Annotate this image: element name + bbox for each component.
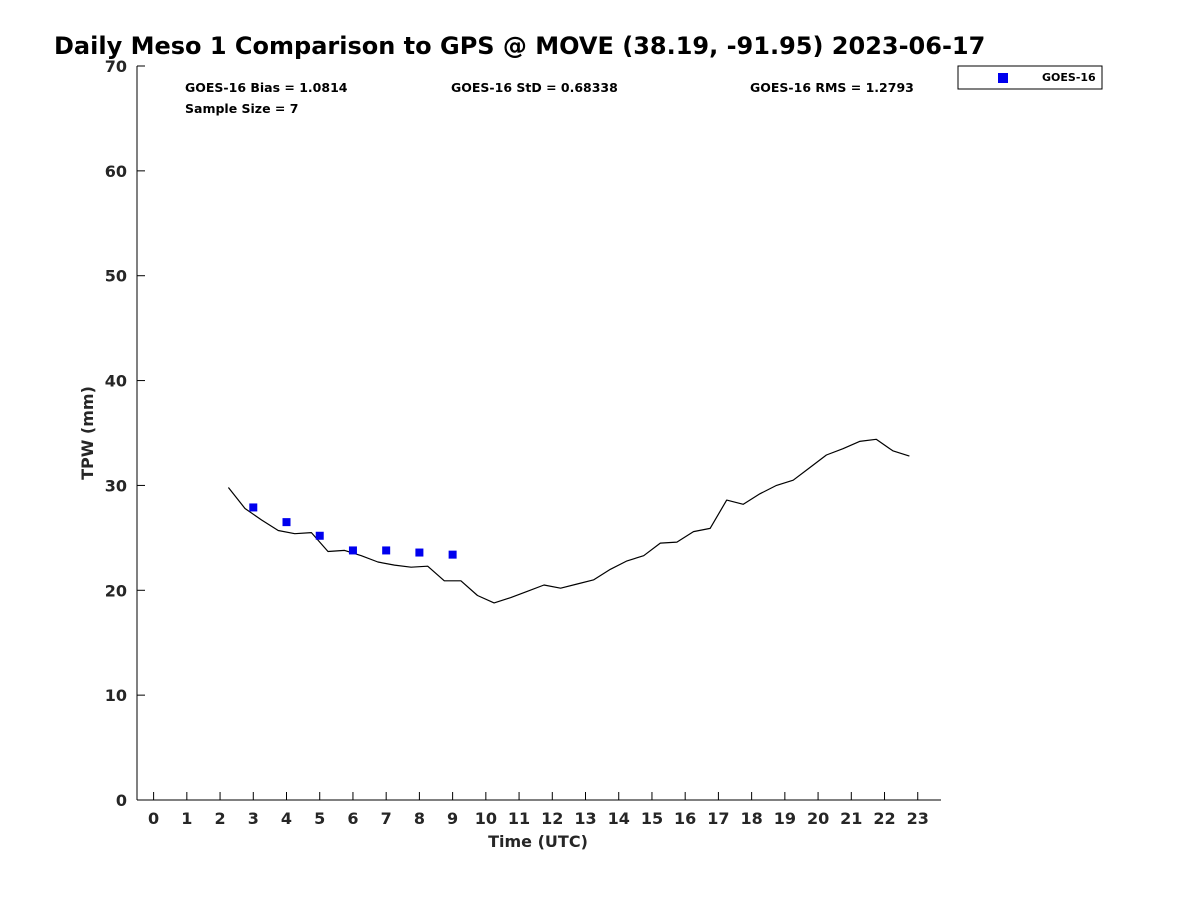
goes16-point [348,546,357,555]
gps-line [227,438,910,604]
x-tick-label: 1 [181,809,192,828]
stat-std: GOES-16 StD = 0.68338 [451,80,618,95]
x-tick-label: 16 [674,809,696,828]
y-tick-label: 40 [105,372,127,391]
legend-label-goes16: GOES-16 [1042,71,1096,84]
legend: GOES-16 [957,65,1103,90]
axes [136,66,941,801]
series-layer [227,438,910,604]
goes16-point [382,546,391,555]
x-axis-label: Time (UTC) [488,832,588,851]
x-tick-label: 4 [281,809,292,828]
y-ticks: 0 10 20 30 40 50 60 70 [105,57,145,810]
x-tick-label: 19 [774,809,796,828]
x-tick-label: 23 [907,809,929,828]
x-tick-label: 14 [608,809,630,828]
stat-sample-size: Sample Size = 7 [185,101,298,116]
x-tick-label: 7 [381,809,392,828]
x-tick-label: 15 [641,809,663,828]
goes16-point [448,550,457,559]
stat-bias: GOES-16 Bias = 1.0814 [185,80,348,95]
x-tick-label: 17 [707,809,729,828]
x-tick-label: 5 [314,809,325,828]
goes16-point [282,518,291,527]
x-tick-label: 11 [508,809,530,828]
x-tick-label: 10 [475,809,497,828]
x-tick-label: 18 [740,809,762,828]
legend-marker-goes16 [998,73,1008,83]
x-tick-label: 0 [148,809,159,828]
y-tick-label: 60 [105,162,127,181]
stats-annotations: GOES-16 Bias = 1.0814 GOES-16 StD = 0.68… [185,80,914,116]
y-tick-label: 0 [116,791,127,810]
y-tick-label: 20 [105,581,127,600]
x-tick-label: 8 [414,809,425,828]
x-tick-label: 3 [248,809,259,828]
y-tick-label: 70 [105,57,127,76]
goes16-point [315,531,324,540]
x-ticks: 0 1 2 3 4 5 6 7 8 9 10 11 12 13 14 15 16 17 18 19 20 21 22 23 [148,792,929,828]
chart-title: Daily Meso 1 Comparison to GPS @ MOVE (3… [54,32,985,60]
goes16-point [249,503,258,512]
y-tick-label: 30 [105,476,127,495]
x-tick-label: 21 [840,809,862,828]
x-tick-label: 12 [541,809,563,828]
x-tick-label: 6 [347,809,358,828]
x-tick-label: 13 [574,809,596,828]
y-axis-label: TPW (mm) [78,386,97,480]
goes16-point [415,548,424,557]
y-tick-label: 10 [105,686,127,705]
legend-box [957,65,1103,90]
y-tick-label: 50 [105,267,127,286]
x-tick-label: 20 [807,809,829,828]
x-tick-label: 9 [447,809,458,828]
x-tick-label: 22 [873,809,895,828]
stat-rms: GOES-16 RMS = 1.2793 [750,80,914,95]
x-tick-label: 2 [214,809,225,828]
